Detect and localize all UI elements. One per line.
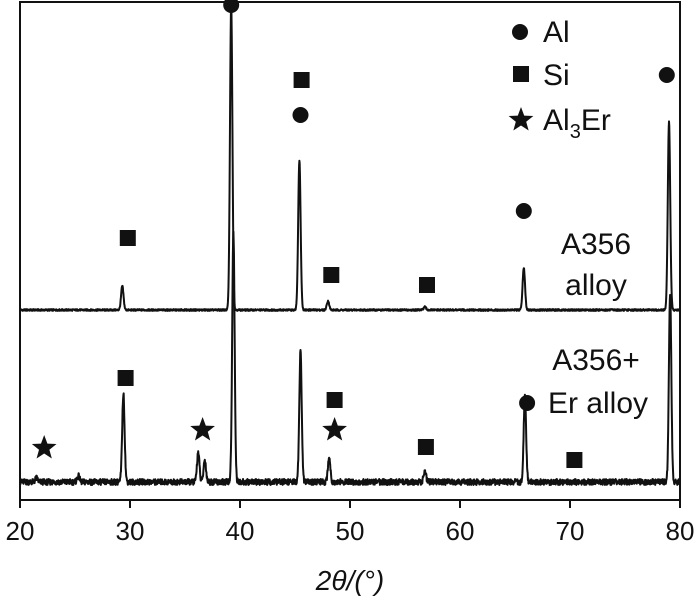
si-marker-a356-alloy: [293, 72, 310, 88]
annotation-a356-line1: A356: [561, 228, 631, 261]
si-marker-a356-er-alloy: [566, 452, 583, 468]
x-tick-label: 80: [666, 516, 695, 546]
legend-label-al: Al: [543, 16, 570, 49]
x-axis-title: 2θ/(°): [315, 565, 384, 596]
si-marker-a356-alloy: [119, 230, 136, 246]
annotation-a356er-line1: A356+: [552, 344, 640, 377]
legend-label-al3er-sub: 3: [570, 121, 581, 143]
al3er-marker-a356-er-alloy: [322, 417, 347, 441]
si-marker-a356-er-alloy: [417, 439, 434, 455]
si-marker-a356-er-alloy: [326, 392, 343, 408]
legend-label-al3er: Al3Er: [543, 104, 611, 143]
series-line-a356-er-alloy: [19, 230, 681, 486]
legend-star-marker: [508, 107, 534, 131]
legend-entry-al3er: Al3Er: [508, 104, 611, 143]
legend-square-marker: [513, 66, 529, 82]
x-tick-label: 30: [116, 516, 145, 546]
x-tick-label: 50: [336, 516, 365, 546]
al-marker-a356-er-alloy: [519, 395, 536, 411]
legend-label-si: Si: [543, 59, 570, 92]
al-marker-a356-alloy: [223, 0, 240, 13]
al3er-marker-a356-er-alloy: [31, 435, 57, 459]
annotation-a356er-line2: Er alloy: [548, 387, 648, 420]
series-line-a356-alloy: [19, 3, 681, 312]
al-marker-a356-alloy: [515, 203, 532, 219]
al-marker-a356-alloy: [292, 107, 309, 123]
plot-lines: [19, 3, 681, 486]
legend-label-al3er-tail: Er: [581, 104, 611, 137]
x-axis-ticks: 20 30 40 50 60 70 80: [6, 500, 695, 546]
series-annotations: A356 alloy A356+ Er alloy: [548, 228, 648, 420]
legend-entry-al: Al: [512, 16, 570, 49]
al-marker-a356-alloy: [658, 67, 675, 83]
x-tick-label: 20: [6, 516, 35, 546]
al3er-marker-a356-er-alloy: [190, 417, 215, 441]
si-marker-a356-er-alloy: [117, 370, 134, 386]
legend-label-al3er-main: Al: [543, 104, 570, 137]
x-tick-label: 40: [226, 516, 255, 546]
legend: Al Si Al3Er: [508, 16, 611, 143]
x-tick-label: 70: [556, 516, 585, 546]
plot-markers: [31, 0, 675, 468]
x-tick-label: 60: [446, 516, 475, 546]
si-marker-a356-alloy: [323, 267, 340, 283]
legend-circle-marker: [512, 24, 528, 40]
si-marker-a356-alloy: [419, 277, 435, 293]
annotation-a356-line2: alloy: [565, 269, 627, 302]
legend-entry-si: Si: [513, 59, 570, 92]
